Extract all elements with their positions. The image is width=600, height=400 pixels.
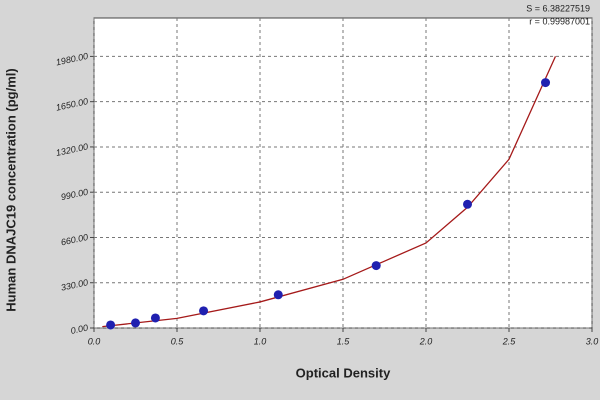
- annotation: r = 0.99987001: [529, 16, 590, 26]
- data-point: [541, 78, 551, 88]
- y-tick-label: 330.00: [60, 277, 89, 293]
- annotation: S = 6.38227519: [526, 3, 590, 13]
- x-tick-label: 2.0: [419, 336, 433, 346]
- y-axis-title: Human DNAJC19 concentration (pg/ml): [3, 68, 18, 311]
- x-tick-label: 0.5: [171, 336, 185, 346]
- data-point: [463, 199, 472, 209]
- plot-area: [93, 17, 593, 329]
- y-tick-label: 660.00: [60, 232, 89, 248]
- data-point: [106, 320, 116, 330]
- data-point: [199, 306, 209, 316]
- y-tick-label: 1980.00: [55, 51, 89, 68]
- y-tick-label: 1320.00: [55, 141, 89, 158]
- x-axis-title: Optical Density: [296, 365, 391, 380]
- fit-curve: [102, 56, 557, 328]
- x-tick-label: 3.0: [586, 336, 599, 346]
- x-tick-label: 0.0: [88, 336, 101, 346]
- y-tick-label: 990.00: [60, 187, 89, 203]
- x-tick-label: 2.5: [502, 336, 517, 346]
- x-tick-label: 1.5: [337, 336, 351, 346]
- data-point: [131, 318, 140, 328]
- data-point: [273, 290, 283, 300]
- x-tick-label: 1.0: [254, 336, 267, 346]
- y-tick-label: 1650.00: [55, 96, 89, 113]
- data-point: [371, 261, 381, 271]
- y-tick-label: 0.00: [70, 322, 89, 335]
- data-point: [150, 313, 160, 323]
